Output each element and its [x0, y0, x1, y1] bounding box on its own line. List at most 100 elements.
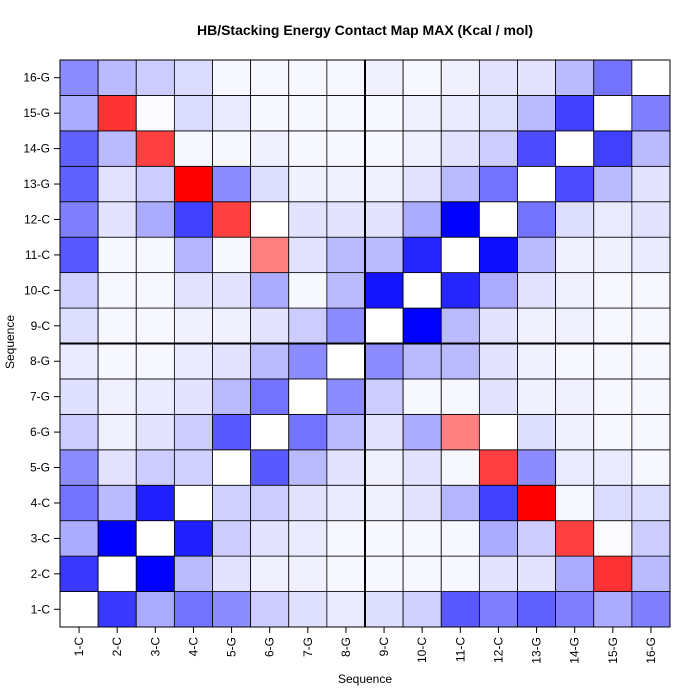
heatmap-cell-12-C-8-G — [326, 201, 366, 238]
heatmap-cell-11-C-3-C — [135, 236, 175, 274]
heatmap-cell-6-G-3-C — [135, 413, 175, 451]
heatmap-cell-13-G-3-C — [135, 165, 175, 203]
heatmap-cell-13-G-6-G — [250, 165, 290, 203]
heatmap-cell-1-C-7-G — [288, 591, 328, 628]
heatmap-cell-3-C-7-G — [288, 520, 328, 557]
heatmap-cell-5-G-9-C — [364, 449, 404, 486]
heatmap-cell-10-C-12-C — [478, 272, 518, 309]
heatmap-cell-14-G-13-G — [517, 130, 557, 167]
heatmap-cell-7-G-8-G — [326, 378, 366, 415]
heatmap-cell-4-C-9-C — [364, 484, 404, 522]
heatmap-cell-12-C-9-C — [364, 201, 404, 238]
heatmap-cell-16-G-1-C — [59, 59, 99, 96]
heatmap-cell-14-G-7-G — [288, 130, 328, 167]
x-tick-label: 7-G — [301, 637, 315, 657]
heatmap-cell-13-G-4-C — [173, 165, 213, 203]
heatmap-cell-10-C-8-G — [326, 272, 366, 309]
heatmap-cell-13-G-16-G — [631, 165, 671, 203]
heatmap-cell-11-C-6-G — [250, 236, 290, 274]
heatmap-cell-9-C-10-C — [402, 307, 442, 344]
heatmap-cell-12-C-11-C — [440, 201, 480, 238]
heatmap-cell-15-G-7-G — [288, 95, 328, 132]
grid-dividers — [60, 60, 670, 627]
heatmap-cell-4-C-12-C — [478, 484, 518, 522]
heatmap-cell-7-G-16-G — [631, 378, 671, 415]
heatmap-cell-16-G-4-C — [173, 59, 213, 96]
heatmap-cell-12-C-5-G — [212, 201, 252, 238]
y-tick-label: 11-C — [25, 248, 50, 262]
heatmap-cell-12-C-2-C — [97, 201, 137, 238]
heatmap-cell-11-C-11-C — [440, 236, 480, 274]
x-tick-label: 14-G — [568, 637, 582, 664]
x-tick-label: 16-G — [644, 637, 658, 664]
heatmap-cell-9-C-4-C — [173, 307, 213, 344]
heatmap-cell-1-C-11-C — [440, 591, 480, 628]
y-tick-label: 7-G — [30, 390, 50, 404]
heatmap-cell-16-G-11-C — [440, 59, 480, 96]
heatmap-cell-10-C-3-C — [135, 272, 175, 309]
x-tick-label: 6-G — [263, 637, 277, 657]
heatmap-cell-2-C-2-C — [97, 555, 137, 592]
heatmap-cell-3-C-11-C — [440, 520, 480, 557]
heatmap-cell-5-G-3-C — [135, 449, 175, 486]
heatmap-cell-6-G-8-G — [326, 413, 366, 451]
heatmap-cell-15-G-6-G — [250, 95, 290, 132]
chart-title: HB/Stacking Energy Contact Map MAX (Kcal… — [197, 22, 533, 38]
heatmap-cell-6-G-7-G — [288, 413, 328, 451]
heatmap-cell-1-C-1-C — [59, 591, 99, 628]
heatmap-cell-16-G-2-C — [97, 59, 137, 96]
heatmap-cell-7-G-5-G — [212, 378, 252, 415]
heatmap-cell-14-G-15-G — [593, 130, 633, 167]
heatmap-cell-5-G-2-C — [97, 449, 137, 486]
heatmap-cell-9-C-15-G — [593, 307, 633, 344]
heatmap-cell-12-C-10-C — [402, 201, 442, 238]
heatmap-cell-16-G-7-G — [288, 59, 328, 96]
heatmap-cell-10-C-13-G — [517, 272, 557, 309]
heatmap-cell-12-C-1-C — [59, 201, 99, 238]
heatmap-cell-15-G-2-C — [97, 95, 137, 132]
heatmap-cell-5-G-8-G — [326, 449, 366, 486]
heatmap-cell-5-G-14-G — [555, 449, 595, 486]
heatmap-cell-8-G-1-C — [59, 343, 99, 380]
heatmap-cell-12-C-7-G — [288, 201, 328, 238]
y-tick-label: 13-G — [23, 177, 50, 191]
heatmap-cell-6-G-14-G — [555, 413, 595, 451]
heatmap-cell-2-C-4-C — [173, 555, 213, 592]
heatmap-cell-11-C-7-G — [288, 236, 328, 274]
heatmap-cell-7-G-12-C — [478, 378, 518, 415]
heatmap-cell-14-G-5-G — [212, 130, 252, 167]
heatmap-cell-11-C-13-G — [517, 236, 557, 274]
heatmap-cell-11-C-8-G — [326, 236, 366, 274]
heatmap-cell-1-C-9-C — [364, 591, 404, 628]
heatmap-cell-14-G-12-C — [478, 130, 518, 167]
heatmap-cell-9-C-6-G — [250, 307, 290, 344]
heatmap-cell-9-C-12-C — [478, 307, 518, 344]
heatmap-cell-12-C-15-G — [593, 201, 633, 238]
heatmap-cell-12-C-13-G — [517, 201, 557, 238]
heatmap-cell-16-G-10-C — [402, 59, 442, 96]
heatmap-cell-3-C-2-C — [97, 520, 137, 557]
heatmap-cell-13-G-13-G — [517, 165, 557, 203]
heatmap-cell-11-C-14-G — [555, 236, 595, 274]
heatmap-cell-9-C-3-C — [135, 307, 175, 344]
heatmap-cell-13-G-10-C — [402, 165, 442, 203]
heatmap-cell-9-C-9-C — [364, 307, 404, 344]
plot-border — [59, 59, 671, 628]
heatmap-cell-16-G-15-G — [593, 59, 633, 96]
heatmap-cell-3-C-16-G — [631, 520, 671, 557]
y-tick-label: 5-G — [30, 461, 50, 475]
heatmap-cell-1-C-14-G — [555, 591, 595, 628]
heatmap-cell-7-G-11-C — [440, 378, 480, 415]
heatmap-cell-14-G-6-G — [250, 130, 290, 167]
heatmap-cell-7-G-13-G — [517, 378, 557, 415]
heatmap-cell-2-C-8-G — [326, 555, 366, 592]
heatmap-cell-3-C-12-C — [478, 520, 518, 557]
heatmap-cell-4-C-15-G — [593, 484, 633, 522]
heatmap-cell-7-G-10-C — [402, 378, 442, 415]
heatmap-cell-9-C-14-G — [555, 307, 595, 344]
heatmap-cell-13-G-2-C — [97, 165, 137, 203]
heatmap-cell-1-C-12-C — [478, 591, 518, 628]
heatmap-cell-2-C-12-C — [478, 555, 518, 592]
heatmap-cell-14-G-11-C — [440, 130, 480, 167]
heatmap-cell-14-G-4-C — [173, 130, 213, 167]
